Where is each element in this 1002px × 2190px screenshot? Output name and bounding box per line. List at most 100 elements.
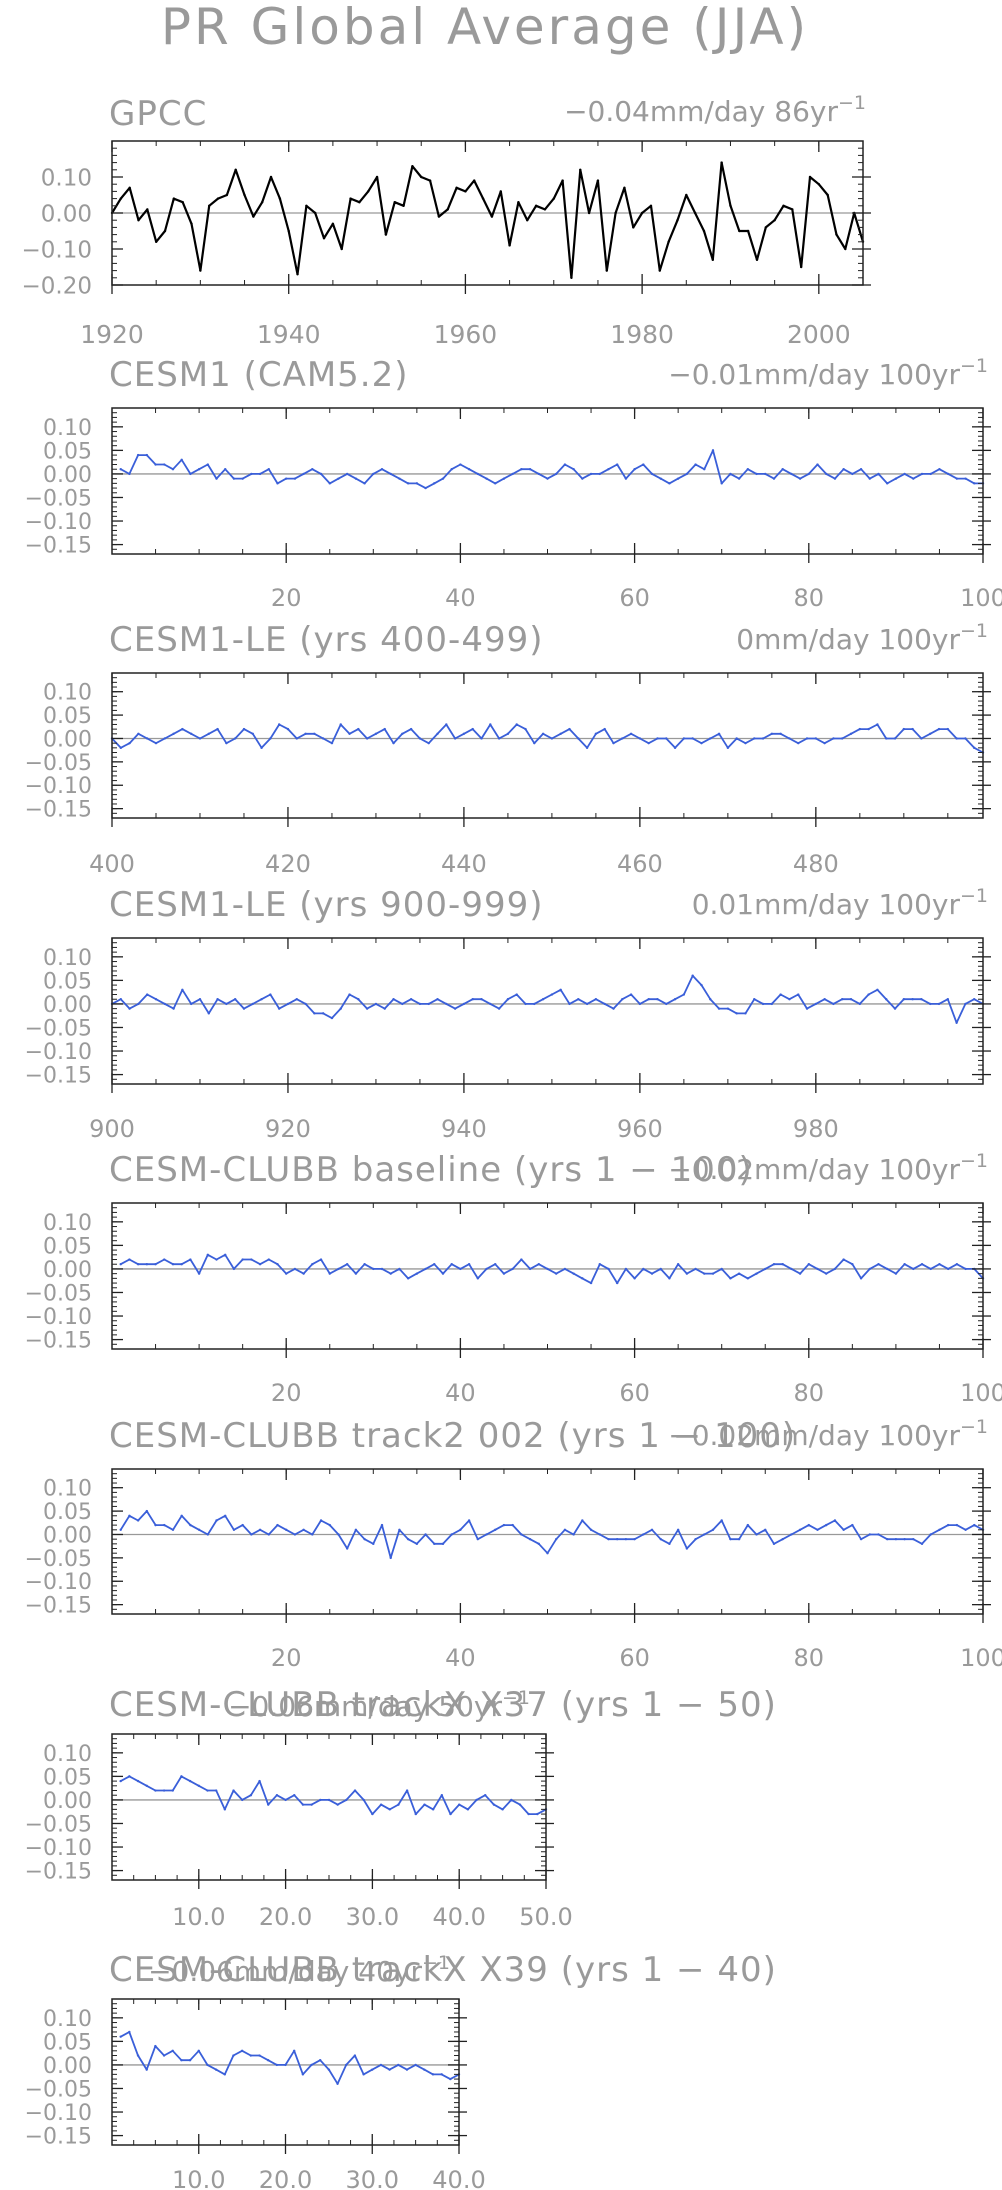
- data-point: [198, 737, 202, 740]
- data-point: [267, 1533, 270, 1536]
- data-point: [537, 1263, 540, 1266]
- data-point: [145, 737, 149, 740]
- data-point: [568, 727, 571, 731]
- y-tick-label: −0.10: [25, 1570, 92, 1595]
- data-point: [781, 1537, 784, 1541]
- data-point: [485, 477, 488, 480]
- data-point: [894, 477, 898, 480]
- data-point: [276, 482, 279, 485]
- data-point: [462, 1002, 466, 1006]
- figure-title: PR Global Average (JJA): [161, 0, 809, 56]
- data-point: [649, 204, 653, 207]
- data-point: [305, 204, 308, 207]
- data-point: [427, 741, 430, 745]
- trend-period: 100yr: [878, 623, 960, 656]
- data-point: [415, 1272, 419, 1275]
- data-point: [206, 1533, 210, 1536]
- data-point: [119, 197, 123, 200]
- data-point: [462, 732, 466, 736]
- data-point: [849, 732, 853, 736]
- data-point: [287, 229, 290, 233]
- data-point: [433, 482, 436, 485]
- data-point: [197, 468, 201, 471]
- data-point: [189, 1002, 193, 1006]
- data-point: [328, 482, 331, 485]
- data-point: [319, 1798, 322, 1802]
- x-tick-label: 60: [619, 584, 650, 612]
- data-point: [691, 974, 694, 977]
- data-point: [607, 1537, 610, 1541]
- data-point: [304, 732, 307, 736]
- data-point: [624, 477, 628, 480]
- series-line: [119, 1510, 984, 1559]
- y-tick-label: −0.05: [25, 751, 92, 776]
- data-point: [764, 226, 768, 229]
- data-point: [154, 240, 158, 243]
- x-tick-label: 980: [793, 1115, 839, 1143]
- data-point: [851, 1523, 854, 1527]
- data-point: [642, 1267, 645, 1271]
- data-point: [441, 1272, 445, 1275]
- data-point: [546, 1551, 549, 1555]
- data-point: [467, 1263, 471, 1266]
- x-tick-label: 900: [89, 1115, 135, 1143]
- data-point: [790, 472, 793, 476]
- data-point: [379, 1803, 383, 1806]
- data-point: [137, 1002, 140, 1006]
- panel-title: CESM-CLUBB trackX X37 (yrs 1 − 50): [109, 1685, 777, 1725]
- x-tick-label: 1940: [257, 320, 321, 349]
- data-point: [277, 1007, 281, 1010]
- data-point: [640, 211, 644, 215]
- data-point: [585, 746, 589, 750]
- data-point: [232, 2054, 235, 2057]
- data-point: [568, 1002, 571, 1006]
- data-point: [955, 1263, 959, 1266]
- data-point: [694, 463, 697, 466]
- data-point: [735, 1012, 738, 1015]
- data-point: [781, 468, 784, 471]
- data-point: [154, 998, 158, 1001]
- chart-panel-6: CESM-CLUBB track2 002 (yrs 1 − 100)−0.02…: [25, 1416, 1002, 1672]
- trend-period: 100yr: [878, 1153, 960, 1186]
- data-point: [816, 463, 819, 466]
- data-point: [293, 477, 297, 480]
- data-point: [180, 2059, 183, 2062]
- data-point: [455, 186, 458, 189]
- data-point: [589, 1528, 593, 1532]
- data-point: [572, 1533, 575, 1536]
- data-point: [685, 1547, 689, 1550]
- chart-panel-2: CESM1 (CAM5.2) −0.01mm/day 100yr−10.100.0…: [25, 355, 1002, 612]
- data-point: [772, 477, 776, 480]
- data-point: [197, 1528, 201, 1532]
- data-point: [321, 1012, 325, 1015]
- data-point: [459, 1267, 462, 1271]
- data-point: [902, 727, 906, 731]
- data-point: [154, 1789, 157, 1792]
- data-point: [702, 229, 706, 233]
- data-point: [464, 190, 467, 193]
- data-point: [638, 1002, 642, 1006]
- data-point: [842, 1258, 845, 1261]
- data-point: [481, 197, 485, 200]
- x-tick-label: 20.0: [259, 2166, 312, 2190]
- data-point: [676, 1263, 680, 1266]
- data-point: [885, 737, 888, 740]
- y-tick-label: 0.00: [43, 1789, 92, 1814]
- y-tick-label: 0.10: [41, 165, 92, 191]
- data-point: [371, 2068, 374, 2071]
- data-point: [319, 1258, 323, 1261]
- data-point: [348, 993, 351, 996]
- x-tick-label: 420: [265, 850, 311, 878]
- data-point: [345, 1547, 349, 1550]
- y-tick-label: −0.10: [25, 1305, 92, 1330]
- x-tick-label: 80: [794, 1644, 825, 1672]
- data-point: [621, 998, 624, 1001]
- data-point: [354, 477, 358, 480]
- y-tick-label: 0.00: [43, 463, 92, 488]
- data-point: [293, 1533, 297, 1536]
- data-point: [453, 737, 457, 740]
- data-point: [612, 741, 615, 745]
- data-point: [647, 998, 650, 1001]
- data-point: [380, 1523, 384, 1527]
- data-point: [267, 1258, 270, 1261]
